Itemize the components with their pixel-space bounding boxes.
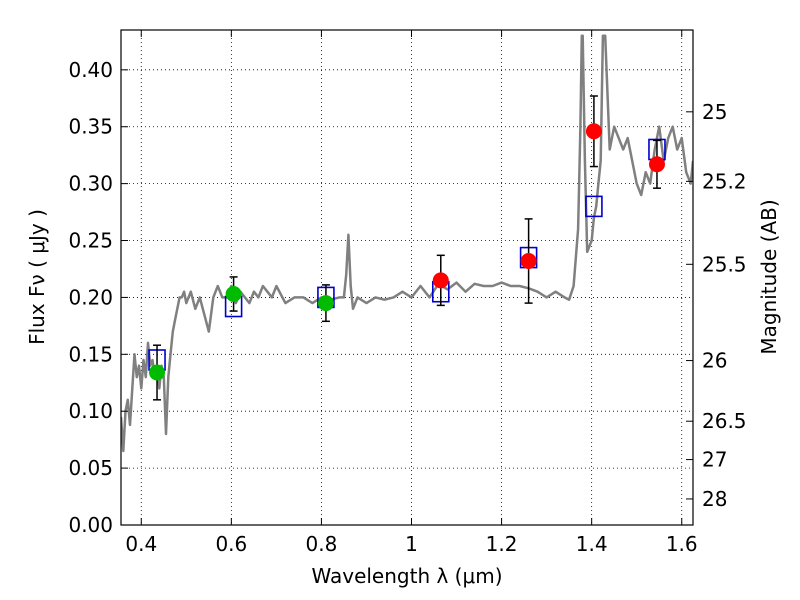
x-tick-label: 0.6 [215, 532, 247, 556]
model-spectrum-line [121, 34, 693, 453]
mag-tick-label: 26 [702, 349, 727, 373]
axis-ticks: 0.4 0.6 0.8 1 1.2 1.4 1.6 0.00 0.05 0.10 0.15 0.20 0… [68, 30, 747, 556]
y-tick-label: 0.35 [68, 115, 113, 139]
plot-area [121, 34, 693, 453]
plot-frame [120, 29, 694, 526]
x-tick-label: 1.4 [576, 532, 608, 556]
data-point [520, 253, 537, 269]
mag-tick-label: 27 [702, 448, 727, 472]
mag-tick-label: 25.5 [702, 252, 747, 276]
model-photometry-box [585, 195, 603, 218]
x-tick-label: 1.6 [666, 532, 698, 556]
x-axis-title: Wavelength λ (μm) [311, 564, 502, 588]
y-tick-label: 0.05 [68, 456, 113, 480]
y-tick-label: 0.15 [68, 342, 113, 366]
data-point [149, 364, 166, 381]
y-tick-label: 0.40 [68, 58, 113, 82]
mag-tick-label: 25.2 [702, 169, 747, 193]
mag-tick-label: 28 [702, 487, 727, 511]
y-tick-label: 0.00 [68, 513, 113, 537]
right-axis-title: Magnitude (AB) [757, 199, 781, 354]
data-point [432, 272, 449, 289]
x-tick-label: 1 [405, 532, 418, 556]
y-tick-label: 0.30 [68, 172, 113, 196]
x-tick-label: 0.8 [306, 532, 338, 556]
mag-tick-label: 26.5 [702, 409, 747, 433]
data-point [648, 156, 665, 173]
y-tick-label: 0.20 [68, 285, 113, 309]
y-tick-label: 0.10 [68, 399, 113, 423]
x-tick-label: 0.4 [125, 532, 157, 556]
x-tick-label: 1.2 [486, 532, 518, 556]
data-point [317, 295, 334, 312]
y-tick-label: 0.25 [68, 229, 113, 253]
data-point [225, 286, 242, 302]
data-point [585, 123, 602, 140]
mag-tick-label: 25 [702, 100, 727, 124]
y-axis-title: Flux Fν ( μJy ) [25, 209, 49, 345]
